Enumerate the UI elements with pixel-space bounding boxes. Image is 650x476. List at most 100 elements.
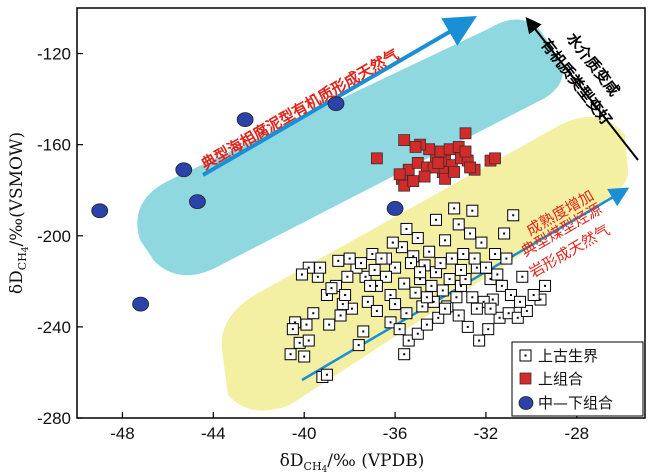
data-point-dot xyxy=(357,344,360,347)
data-point-middle-lower-assemblage xyxy=(189,194,206,210)
data-point-dot xyxy=(544,284,547,287)
y-tick-label: -280 xyxy=(37,409,71,428)
data-point-dot xyxy=(428,250,431,253)
legend-box xyxy=(511,341,644,417)
legend: 上古生界 上组合 中—下组合 xyxy=(511,341,644,417)
data-point-dot xyxy=(403,282,406,285)
data-point-dot xyxy=(391,241,394,244)
data-point-dot xyxy=(364,275,367,278)
data-point-dot xyxy=(521,275,524,278)
legend-marker-circle xyxy=(518,396,534,410)
data-point-middle-lower-assemblage xyxy=(236,112,254,128)
data-point-dot xyxy=(505,257,508,260)
data-point-dot xyxy=(439,262,442,265)
data-point-dot xyxy=(516,316,519,319)
cyan-band xyxy=(137,19,563,276)
data-point-dot xyxy=(366,300,369,303)
legend-marker-dot xyxy=(524,354,527,357)
legend-item-upper-paleozoic: 上古生界 xyxy=(519,347,598,365)
data-point-dot xyxy=(419,271,422,274)
data-point-upper-assemblage xyxy=(407,175,420,188)
data-point-dot xyxy=(421,305,424,308)
data-point-upper-assemblage xyxy=(409,141,422,153)
data-point-dot xyxy=(450,257,453,260)
data-point-dot xyxy=(482,300,485,303)
data-point-dot xyxy=(455,296,458,299)
data-point-dot xyxy=(319,266,322,269)
data-point-dot xyxy=(380,257,383,260)
data-point-dot xyxy=(307,339,310,342)
y-tick-label: -240 xyxy=(37,318,71,337)
data-point-dot xyxy=(457,314,460,317)
data-point-dot xyxy=(328,323,331,326)
data-point-dot xyxy=(339,314,342,317)
data-point-dot xyxy=(498,316,501,319)
data-point-upper-assemblage xyxy=(448,166,461,178)
data-point-dot xyxy=(437,316,440,319)
y-axis-label: δDCH4/‰(VSMOW) xyxy=(7,132,31,294)
data-point-dot xyxy=(341,303,344,306)
data-point-upper-assemblage xyxy=(393,168,406,181)
data-point-dot xyxy=(307,266,310,269)
data-point-dot xyxy=(444,307,447,310)
data-point-dot xyxy=(475,266,478,269)
data-point-dot xyxy=(532,294,535,296)
x-ticks: -48 -44 -40 -36 -32 -28 xyxy=(110,412,589,443)
data-point-dot xyxy=(434,218,437,221)
data-point-dot xyxy=(337,259,340,262)
data-point-dot xyxy=(412,255,415,258)
data-point-dot xyxy=(375,284,378,287)
data-point-dot xyxy=(430,284,433,287)
data-point-dot xyxy=(459,268,462,271)
data-point-dot xyxy=(389,321,392,324)
data-point-dot xyxy=(298,341,301,344)
x-tick-label: -44 xyxy=(201,424,226,443)
data-point-middle-lower-assemblage xyxy=(175,162,193,178)
data-point-dot xyxy=(469,232,472,235)
data-point-dot xyxy=(448,278,451,281)
data-point-dot xyxy=(459,284,462,287)
legend-marker-filled-square xyxy=(519,372,532,385)
data-point-upper-assemblage xyxy=(464,161,476,174)
data-point-dot xyxy=(503,232,506,235)
data-point-dot xyxy=(462,253,465,255)
data-point-dot xyxy=(494,253,497,255)
data-point-dot xyxy=(344,294,347,296)
data-point-upper-assemblage xyxy=(398,134,411,147)
data-point-dot xyxy=(316,275,319,278)
y-ticks: -120 -160 -200 -240 -280 xyxy=(37,45,83,428)
data-point-dot xyxy=(394,303,397,306)
data-point-dot xyxy=(325,294,328,296)
data-point-dot xyxy=(330,287,333,290)
data-point-dot xyxy=(432,300,435,303)
legend-item-upper-assemblage: 上组合 xyxy=(519,370,583,388)
data-point-dot xyxy=(409,262,412,265)
data-point-dot xyxy=(489,278,492,281)
data-point-dot xyxy=(512,214,515,217)
data-point-dot xyxy=(384,275,387,278)
data-point-dot xyxy=(294,321,297,324)
y-tick-label: -120 xyxy=(37,45,71,64)
data-point-upper-assemblage xyxy=(418,170,431,183)
data-point-dot xyxy=(400,246,403,249)
data-point-dot xyxy=(489,307,492,310)
data-point-dot xyxy=(398,328,401,331)
data-point-dot xyxy=(500,284,503,287)
data-point-dot xyxy=(473,257,476,260)
x-tick-label: -40 xyxy=(292,424,317,443)
data-point-upper-assemblage xyxy=(432,156,445,169)
data-point-middle-lower-assemblage xyxy=(132,296,150,312)
data-point-dot xyxy=(289,353,292,356)
data-point-dot xyxy=(403,353,406,356)
data-point-dot xyxy=(496,273,499,276)
data-point-dot xyxy=(414,291,417,294)
data-point-upper-assemblage xyxy=(439,172,451,185)
data-point-dot xyxy=(475,307,478,310)
legend-label-upper-paleozoic: 上古生界 xyxy=(538,347,598,365)
data-point-upper-assemblage xyxy=(459,127,472,140)
data-point-dot xyxy=(457,223,460,226)
points-layer xyxy=(91,96,552,383)
data-point-dot xyxy=(434,271,437,274)
data-point-dot xyxy=(394,266,397,269)
